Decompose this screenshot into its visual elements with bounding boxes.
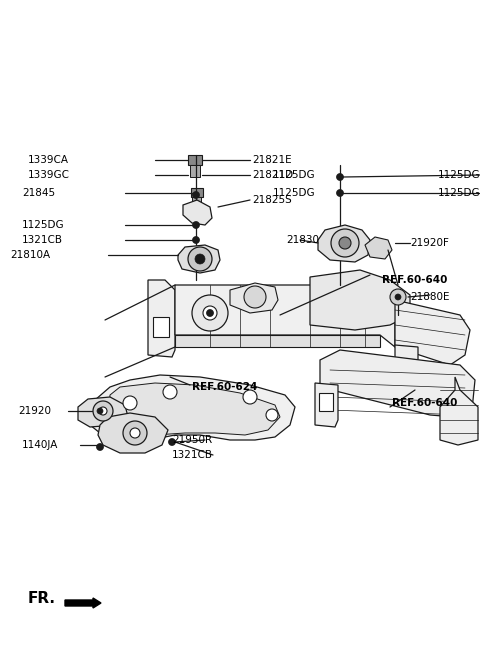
Bar [188,155,202,165]
Polygon shape [98,413,168,453]
Circle shape [192,221,200,229]
Circle shape [244,286,266,308]
Polygon shape [318,225,370,262]
Text: REF.60-640: REF.60-640 [392,398,457,408]
Text: 1339GC: 1339GC [28,170,70,180]
Circle shape [336,174,344,181]
Polygon shape [315,383,338,427]
Text: 21810A: 21810A [10,250,50,260]
Text: 21880E: 21880E [410,292,449,302]
Text: 1125DG: 1125DG [437,188,480,198]
Circle shape [168,438,176,445]
Polygon shape [440,377,478,445]
Circle shape [336,189,344,196]
Circle shape [93,401,113,421]
Text: 21830: 21830 [286,235,319,245]
Circle shape [339,237,351,249]
Polygon shape [108,383,280,440]
Text: 21821E: 21821E [252,155,292,165]
Circle shape [97,408,103,414]
Circle shape [123,421,147,445]
Text: 21950R: 21950R [172,435,212,445]
Bar [192,197,201,208]
Circle shape [163,385,177,399]
Text: 1321CB: 1321CB [22,235,63,245]
Circle shape [192,191,200,198]
Polygon shape [78,397,128,427]
Bar [319,393,333,411]
Bar [153,317,169,337]
Circle shape [266,409,278,421]
Polygon shape [320,350,475,417]
Polygon shape [365,237,392,259]
Text: 21920: 21920 [18,406,51,416]
Circle shape [331,229,359,257]
Text: FR.: FR. [28,591,56,606]
Text: 1140JA: 1140JA [22,440,59,450]
Polygon shape [230,283,278,313]
Polygon shape [148,280,175,357]
Text: 1125DG: 1125DG [437,170,480,180]
Circle shape [203,306,217,320]
Bar [191,188,203,197]
Bar [399,359,414,379]
Circle shape [195,254,205,264]
Circle shape [192,236,200,244]
Polygon shape [310,270,410,330]
Polygon shape [90,375,295,445]
Polygon shape [175,285,395,347]
Polygon shape [395,345,418,397]
Text: 1321CB: 1321CB [172,450,213,460]
Text: REF.60-640: REF.60-640 [382,275,447,285]
Bar [190,165,200,177]
Text: 21920F: 21920F [410,238,449,248]
Circle shape [390,289,406,305]
Circle shape [123,396,137,410]
FancyArrow shape [65,598,101,608]
Text: 21825S: 21825S [252,195,292,205]
Text: 1339CA: 1339CA [28,155,69,165]
Polygon shape [183,200,212,225]
Text: 1125DG: 1125DG [273,188,316,198]
Circle shape [243,390,257,404]
Circle shape [395,294,401,300]
Text: 1125DG: 1125DG [273,170,316,180]
Polygon shape [178,245,220,273]
Text: 21821D: 21821D [252,170,293,180]
Polygon shape [175,335,380,347]
Circle shape [188,247,212,271]
Text: 21845: 21845 [22,188,55,198]
Circle shape [96,443,104,451]
Circle shape [206,310,214,316]
Text: REF.60-624: REF.60-624 [192,382,257,392]
Circle shape [130,428,140,438]
Circle shape [99,407,107,415]
Text: 1125DG: 1125DG [22,220,65,230]
Circle shape [192,295,228,331]
Polygon shape [395,300,470,365]
